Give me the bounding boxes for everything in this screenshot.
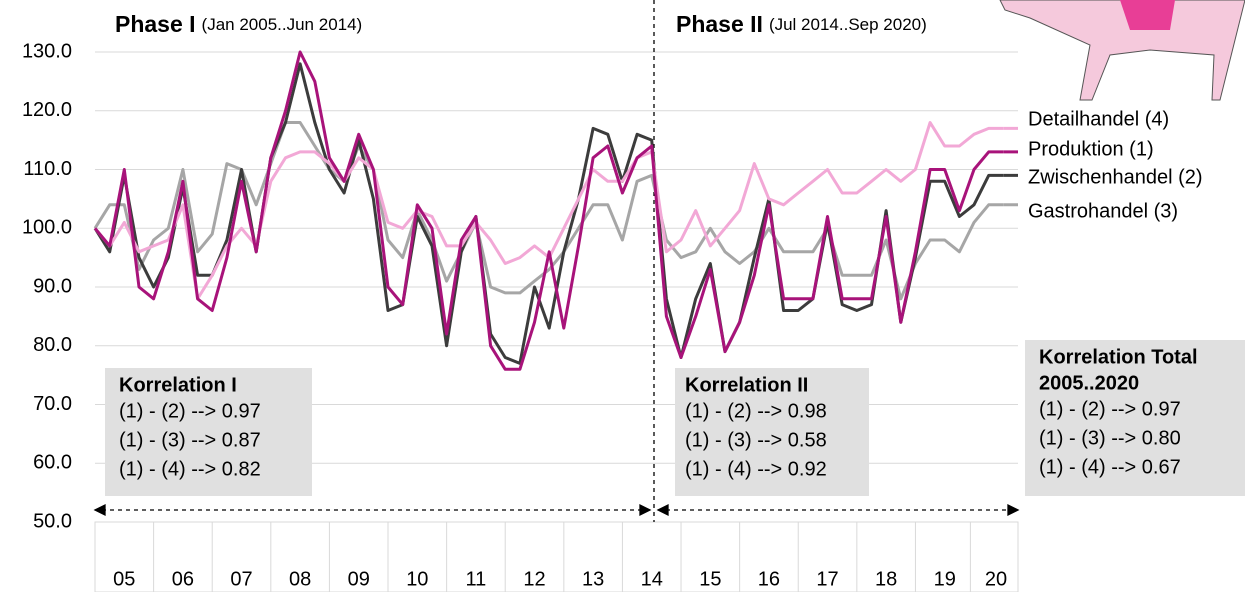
- correlation-title: Korrelation Total: [1039, 346, 1198, 368]
- y-tick-label: 70.0: [33, 393, 72, 415]
- x-tick-label: 07: [230, 568, 252, 590]
- correlation-line: (1) - (3) --> 0.87: [119, 429, 261, 451]
- correlation-line: (1) - (2) --> 0.97: [119, 400, 261, 422]
- phase-title: Phase II: [676, 11, 763, 37]
- correlation-box: [105, 368, 312, 496]
- correlation-title: Korrelation I: [119, 374, 237, 396]
- y-tick-label: 130.0: [22, 40, 72, 62]
- x-tick-label: 17: [816, 568, 838, 590]
- correlation-line: (1) - (2) --> 0.97: [1039, 398, 1181, 420]
- x-tick-label: 15: [699, 568, 721, 590]
- x-tick-label: 09: [348, 568, 370, 590]
- correlation-box: [675, 368, 869, 496]
- y-tick-label: 90.0: [33, 275, 72, 297]
- x-tick-label: 19: [934, 568, 956, 590]
- phase-arrows: [93, 503, 1020, 517]
- x-tick-label: 20: [985, 568, 1007, 590]
- legend-label: Zwischenhandel (2): [1028, 166, 1203, 188]
- x-tick-label: 14: [641, 568, 663, 590]
- x-axis-band: [94, 521, 1019, 592]
- y-tick-label: 80.0: [33, 334, 72, 356]
- correlation-title: 2005..2020: [1039, 372, 1139, 394]
- legend-label: Gastrohandel (3): [1028, 200, 1178, 222]
- y-tick-label: 100.0: [22, 217, 72, 239]
- x-tick-label: 10: [406, 568, 428, 590]
- x-tick-label: 06: [172, 568, 194, 590]
- correlation-line: (1) - (2) --> 0.98: [685, 400, 827, 422]
- correlation-title: Korrelation II: [685, 374, 808, 396]
- phase-title: Phase I: [115, 11, 196, 37]
- x-tick-label: 18: [875, 568, 897, 590]
- x-tick-label: 16: [758, 568, 780, 590]
- pig-illustration: [999, 0, 1245, 101]
- legend-label: Produktion (1): [1028, 138, 1154, 160]
- correlation-line: (1) - (4) --> 0.92: [685, 458, 827, 480]
- y-tick-label: 50.0: [33, 510, 72, 532]
- phase-annotation: Phase I (Jan 2005..Jun 2014): [115, 11, 362, 37]
- series-line: [93, 121, 1004, 301]
- correlation-line: (1) - (3) --> 0.80: [1039, 427, 1181, 449]
- phase-annotation: Phase II (Jul 2014..Sep 2020): [676, 11, 927, 37]
- legend-label: Detailhandel (4): [1028, 108, 1169, 130]
- series-line: [93, 50, 1004, 371]
- x-tick-label: 11: [466, 568, 487, 590]
- y-tick-label: 110.0: [23, 158, 72, 180]
- y-tick-label: 60.0: [33, 452, 72, 474]
- correlation-line: (1) - (4) --> 0.82: [119, 458, 261, 480]
- series-line: [93, 62, 1004, 365]
- correlation-line: (1) - (4) --> 0.67: [1039, 456, 1181, 478]
- x-tick-label: 05: [113, 568, 135, 590]
- correlation-box: [1025, 340, 1245, 496]
- x-tick-label: 12: [523, 568, 545, 590]
- phase-range: (Jan 2005..Jun 2014): [202, 15, 363, 34]
- x-tick-label: 13: [582, 568, 604, 590]
- correlation-line: (1) - (3) --> 0.58: [685, 429, 827, 451]
- phase-range: (Jul 2014..Sep 2020): [769, 15, 927, 34]
- series-line: [93, 121, 1004, 301]
- y-tick-label: 120.0: [22, 99, 72, 121]
- x-tick-label: 08: [289, 568, 311, 590]
